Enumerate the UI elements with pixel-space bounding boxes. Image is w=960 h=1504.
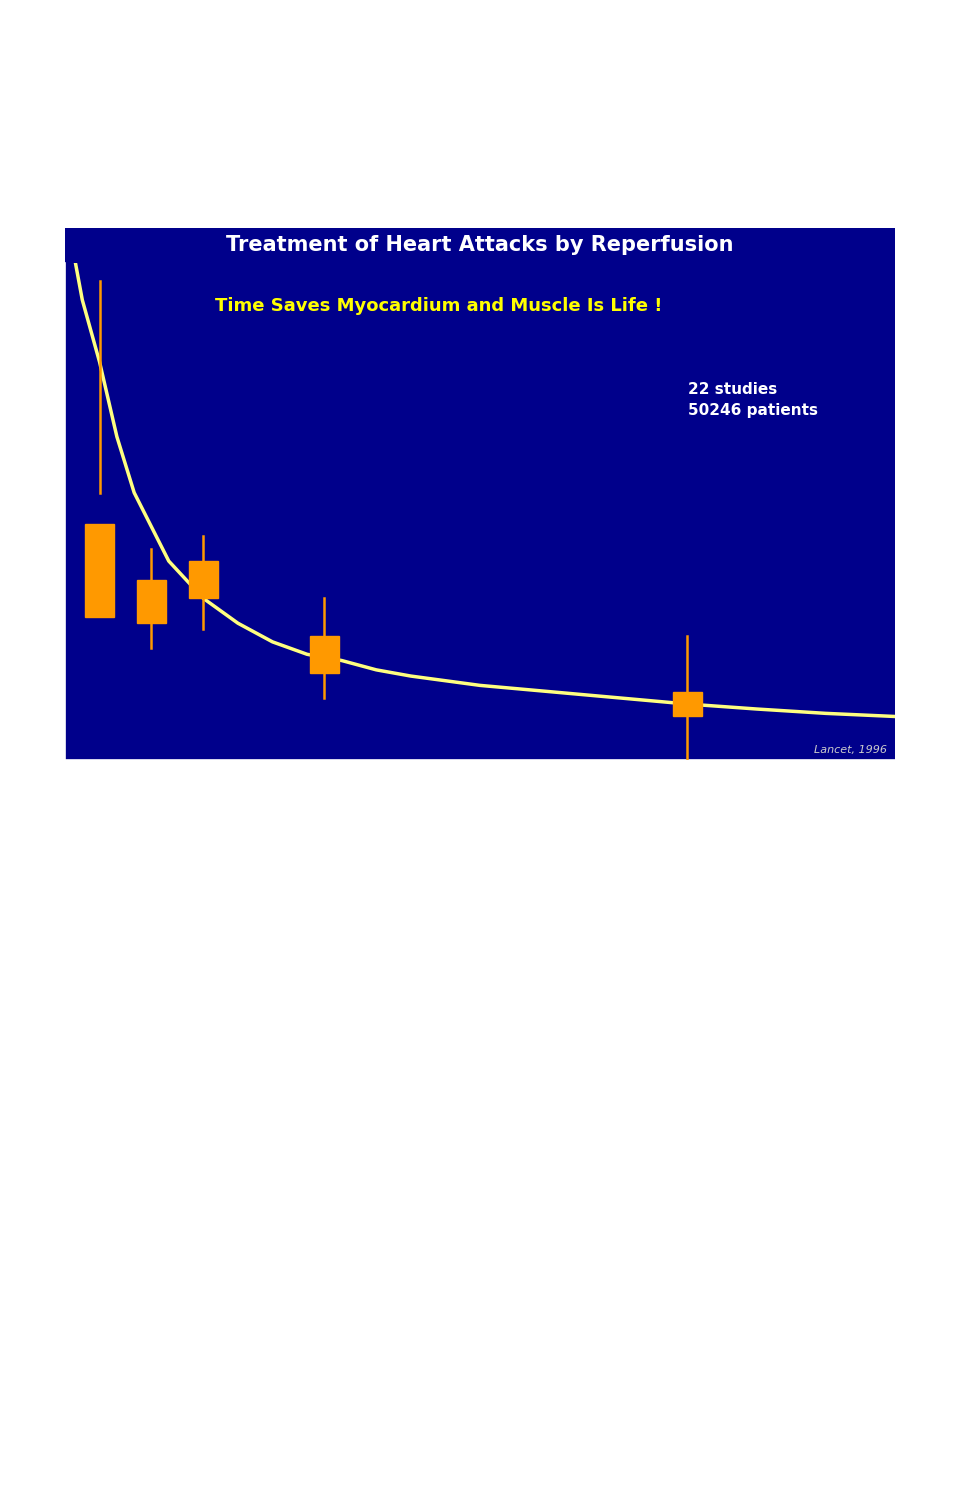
Bar [188, 561, 218, 599]
Text: 22 studies
50246 patients: 22 studies 50246 patients [687, 382, 818, 418]
X-axis label: Time from symptom onset (hours): Time from symptom onset (hours) [333, 799, 627, 814]
Y-axis label: Lives saved per 1000: Lives saved per 1000 [8, 421, 23, 602]
Text: Lancet, 1996: Lancet, 1996 [814, 744, 887, 755]
Text: Time Saves Myocardium and Muscle Is Life !: Time Saves Myocardium and Muscle Is Life… [215, 298, 662, 316]
Bar [673, 692, 702, 716]
Bar [310, 636, 339, 672]
Bar [84, 523, 114, 617]
Text: Treatment of Heart Attacks by Reperfusion: Treatment of Heart Attacks by Reperfusio… [227, 235, 733, 256]
Bar [136, 579, 166, 623]
